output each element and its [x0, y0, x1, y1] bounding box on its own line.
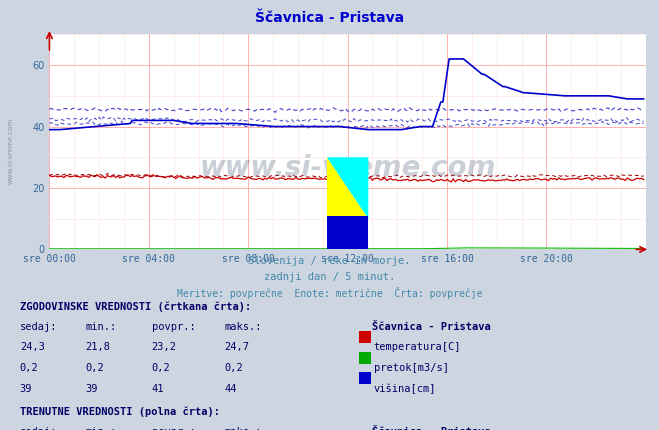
Text: 41: 41	[152, 384, 164, 393]
Text: 39: 39	[20, 384, 32, 393]
Polygon shape	[327, 157, 368, 219]
Text: temperatura[C]: temperatura[C]	[374, 342, 461, 352]
Text: Ščavnica - Pristava: Ščavnica - Pristava	[372, 427, 491, 430]
Text: 44: 44	[224, 384, 237, 393]
Text: sedaj:: sedaj:	[20, 427, 57, 430]
Text: www.si-vreme.com: www.si-vreme.com	[200, 154, 496, 182]
Text: povpr.:: povpr.:	[152, 427, 195, 430]
Text: Ščavnica - Pristava: Ščavnica - Pristava	[255, 11, 404, 25]
Text: TRENUTNE VREDNOSTI (polna črta):: TRENUTNE VREDNOSTI (polna črta):	[20, 406, 219, 417]
Text: Ščavnica - Pristava: Ščavnica - Pristava	[372, 322, 491, 332]
Bar	[327, 215, 368, 249]
Text: www.si-vreme.com: www.si-vreme.com	[8, 117, 14, 184]
Text: sedaj:: sedaj:	[20, 322, 57, 332]
Text: Meritve: povprečne  Enote: metrične  Črta: povprečje: Meritve: povprečne Enote: metrične Črta:…	[177, 287, 482, 299]
Text: pretok[m3/s]: pretok[m3/s]	[374, 363, 449, 373]
Text: ZGODOVINSKE VREDNOSTI (črtkana črta):: ZGODOVINSKE VREDNOSTI (črtkana črta):	[20, 301, 251, 311]
Text: 24,3: 24,3	[20, 342, 45, 352]
Text: povpr.:: povpr.:	[152, 322, 195, 332]
Text: 39: 39	[86, 384, 98, 393]
Polygon shape	[327, 157, 368, 219]
Text: 0,2: 0,2	[20, 363, 38, 373]
Text: 21,8: 21,8	[86, 342, 111, 352]
Text: 24,7: 24,7	[224, 342, 249, 352]
Text: 23,2: 23,2	[152, 342, 177, 352]
Text: min.:: min.:	[86, 322, 117, 332]
Text: 0,2: 0,2	[86, 363, 104, 373]
Text: Slovenija / reke in morje.: Slovenija / reke in morje.	[248, 256, 411, 266]
Text: 0,2: 0,2	[152, 363, 170, 373]
Text: višina[cm]: višina[cm]	[374, 384, 436, 394]
Text: zadnji dan / 5 minut.: zadnji dan / 5 minut.	[264, 272, 395, 282]
Text: 0,2: 0,2	[224, 363, 243, 373]
Text: maks.:: maks.:	[224, 322, 262, 332]
Text: maks.:: maks.:	[224, 427, 262, 430]
Text: min.:: min.:	[86, 427, 117, 430]
